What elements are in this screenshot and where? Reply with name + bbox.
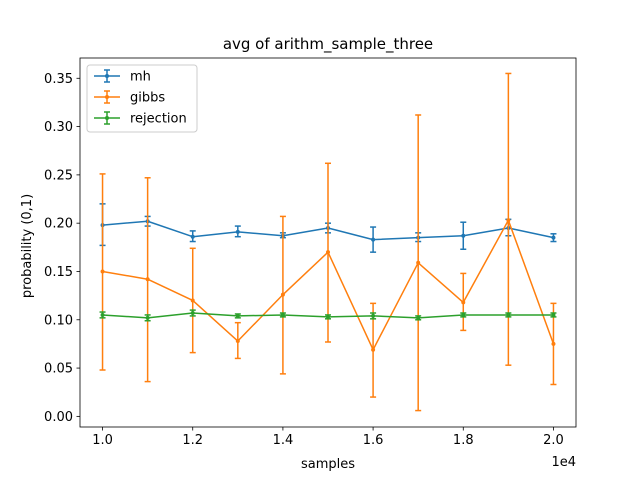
data-point	[461, 233, 466, 238]
y-tick-label: 0.20	[44, 217, 73, 232]
x-tick-label: 2.0	[543, 433, 564, 448]
data-point	[190, 298, 195, 303]
series-gibbs	[99, 72, 557, 412]
x-tick-label: 1.2	[182, 433, 203, 448]
legend-item-rejection: rejection	[94, 111, 187, 127]
data-point	[416, 315, 421, 320]
y-tick-label: 0.00	[44, 410, 73, 425]
chart-title: avg of arithm_sample_three	[223, 35, 433, 54]
data-point	[100, 269, 105, 274]
y-axis-label: probability (0,1)	[20, 194, 35, 298]
data-point	[235, 313, 240, 318]
legend-label: rejection	[130, 112, 187, 127]
data-point	[235, 339, 240, 344]
data-point	[235, 229, 240, 234]
y-tick-label: 0.35	[44, 72, 73, 87]
data-point	[326, 314, 330, 319]
data-point	[371, 313, 376, 318]
x-axis-label: samples	[301, 457, 355, 472]
data-point	[551, 312, 556, 317]
data-point	[551, 341, 556, 346]
axes-frame	[79, 57, 577, 428]
y-tick-label: 0.10	[44, 313, 73, 328]
legend-marker	[105, 95, 109, 99]
data-point	[100, 312, 105, 317]
series-rejection	[99, 309, 557, 322]
legend-label: gibbs	[130, 91, 165, 106]
y-tick-label: 0.05	[44, 362, 73, 377]
data-point	[461, 300, 466, 305]
data-point	[145, 315, 150, 320]
legend-label: mh	[130, 70, 151, 85]
legend: mh gibbs rejection	[86, 64, 198, 133]
x-tick-label: 1.6	[363, 433, 384, 448]
data-point	[280, 312, 285, 317]
plot-area: 1.0 1.2 1.4 1.6 1.8 2.0 0.00 0.05 0.10 0.15 0.20 0.…	[44, 57, 577, 448]
data-point	[506, 218, 511, 223]
y-tick-label: 0.25	[44, 168, 73, 183]
data-point	[506, 312, 511, 317]
legend-marker	[105, 74, 109, 78]
data-point	[551, 235, 556, 240]
x-tick-label: 1.4	[273, 433, 294, 448]
y-tick-label: 0.15	[44, 265, 73, 280]
data-point	[326, 250, 330, 255]
x-tick-label: 1.0	[92, 433, 113, 448]
legend-box	[86, 64, 198, 133]
legend-item-gibbs: gibbs	[94, 90, 165, 106]
legend-marker	[105, 116, 109, 120]
x-tick-label: 1.8	[453, 433, 474, 448]
x-axis-offset-label: 1e4	[551, 455, 576, 470]
data-point	[190, 311, 195, 316]
data-point	[190, 234, 195, 239]
data-point	[371, 347, 376, 352]
data-point	[461, 312, 466, 317]
data-point	[280, 292, 285, 297]
data-point	[416, 260, 421, 265]
data-point	[371, 237, 376, 242]
data-point	[145, 277, 150, 282]
legend-item-mh: mh	[94, 69, 151, 85]
y-tick-label: 0.30	[44, 120, 73, 135]
